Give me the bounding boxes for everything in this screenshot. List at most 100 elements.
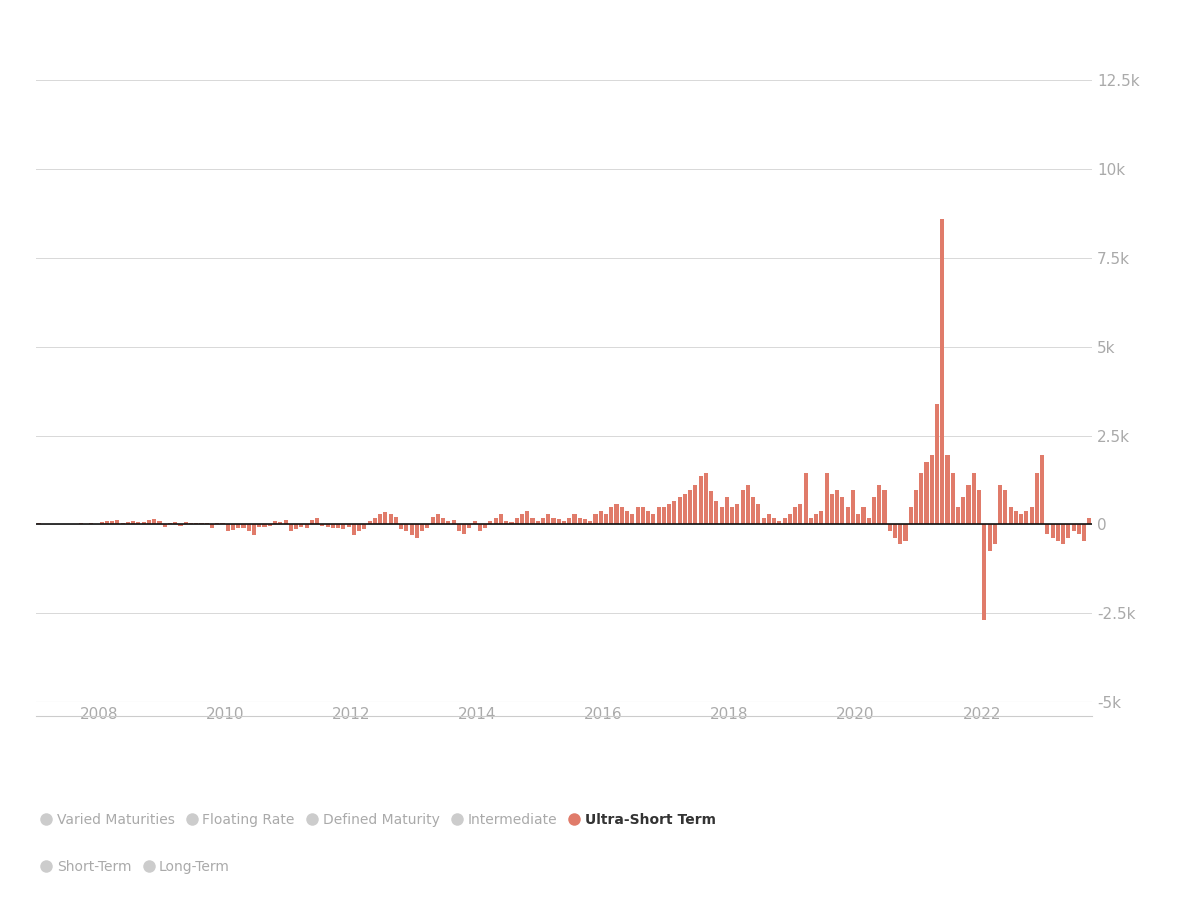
Bar (462, 525, 467, 535)
Bar (294, 525, 298, 528)
Bar (400, 525, 403, 528)
Bar (1145, 525, 1150, 620)
Bar (656, 508, 661, 525)
Bar (415, 525, 419, 538)
Bar (914, 491, 918, 525)
Bar (451, 520, 456, 525)
Bar (1129, 525, 1134, 542)
Bar (504, 521, 509, 525)
Bar (893, 525, 898, 538)
Bar (898, 525, 902, 544)
Bar (520, 515, 524, 525)
Bar (1082, 525, 1086, 542)
Bar (751, 498, 755, 525)
Bar (299, 525, 304, 526)
Bar (1076, 525, 1081, 535)
Bar (283, 520, 288, 525)
Bar (173, 522, 178, 525)
Bar (126, 522, 130, 525)
Bar (394, 518, 398, 525)
Legend: Short-Term, Long-Term: Short-Term, Long-Term (43, 860, 230, 874)
Bar (846, 508, 850, 525)
Bar (1008, 508, 1013, 525)
Bar (425, 525, 430, 527)
Bar (1171, 455, 1176, 525)
Bar (983, 525, 986, 620)
Bar (972, 472, 976, 525)
Bar (404, 525, 408, 532)
Bar (961, 498, 965, 525)
Bar (100, 521, 103, 525)
Bar (252, 525, 256, 535)
Bar (341, 525, 346, 529)
Bar (199, 523, 204, 525)
Bar (950, 472, 955, 525)
Bar (488, 521, 492, 525)
Bar (188, 523, 193, 525)
Bar (1151, 525, 1154, 559)
Bar (110, 521, 114, 525)
Bar (530, 518, 534, 525)
Bar (194, 523, 198, 525)
Bar (383, 512, 388, 525)
Bar (1056, 525, 1060, 542)
Bar (247, 525, 251, 532)
Bar (331, 525, 335, 527)
Bar (862, 508, 865, 525)
Bar (257, 525, 262, 527)
Bar (241, 525, 246, 528)
Bar (619, 508, 624, 525)
Bar (367, 521, 372, 525)
Bar (310, 520, 314, 525)
Bar (1087, 518, 1092, 525)
Bar (457, 525, 461, 532)
Bar (904, 525, 907, 542)
Bar (409, 525, 414, 535)
Bar (1118, 525, 1123, 527)
Bar (305, 525, 308, 527)
Bar (436, 515, 440, 525)
Bar (221, 523, 224, 525)
Bar (215, 523, 220, 525)
Bar (89, 523, 94, 525)
Bar (798, 505, 803, 525)
Bar (1135, 525, 1139, 552)
Bar (840, 498, 845, 525)
Bar (788, 515, 792, 525)
Bar (79, 523, 83, 525)
Bar (378, 515, 382, 525)
Bar (725, 498, 728, 525)
Bar (872, 498, 876, 525)
Bar (736, 505, 739, 525)
Bar (614, 505, 618, 525)
Bar (830, 494, 834, 525)
Bar (935, 403, 940, 525)
Bar (646, 511, 650, 525)
Bar (420, 525, 424, 532)
Bar (767, 515, 770, 525)
Bar (667, 505, 671, 525)
Bar (956, 508, 960, 525)
Bar (268, 525, 272, 526)
Bar (1067, 525, 1070, 538)
Bar (652, 515, 655, 525)
Bar (1072, 525, 1075, 531)
Bar (115, 520, 120, 525)
Bar (535, 521, 540, 525)
Bar (1098, 498, 1102, 525)
Bar (572, 515, 576, 525)
Bar (152, 519, 156, 525)
Bar (610, 508, 613, 525)
Bar (263, 525, 266, 526)
Bar (641, 508, 644, 525)
Bar (851, 491, 856, 525)
Bar (698, 476, 703, 525)
Bar (104, 521, 109, 525)
Bar (877, 485, 881, 525)
Bar (446, 521, 450, 525)
Bar (1140, 525, 1144, 563)
Bar (157, 521, 162, 525)
Bar (1030, 508, 1033, 525)
Bar (992, 525, 997, 544)
Bar (473, 521, 476, 525)
